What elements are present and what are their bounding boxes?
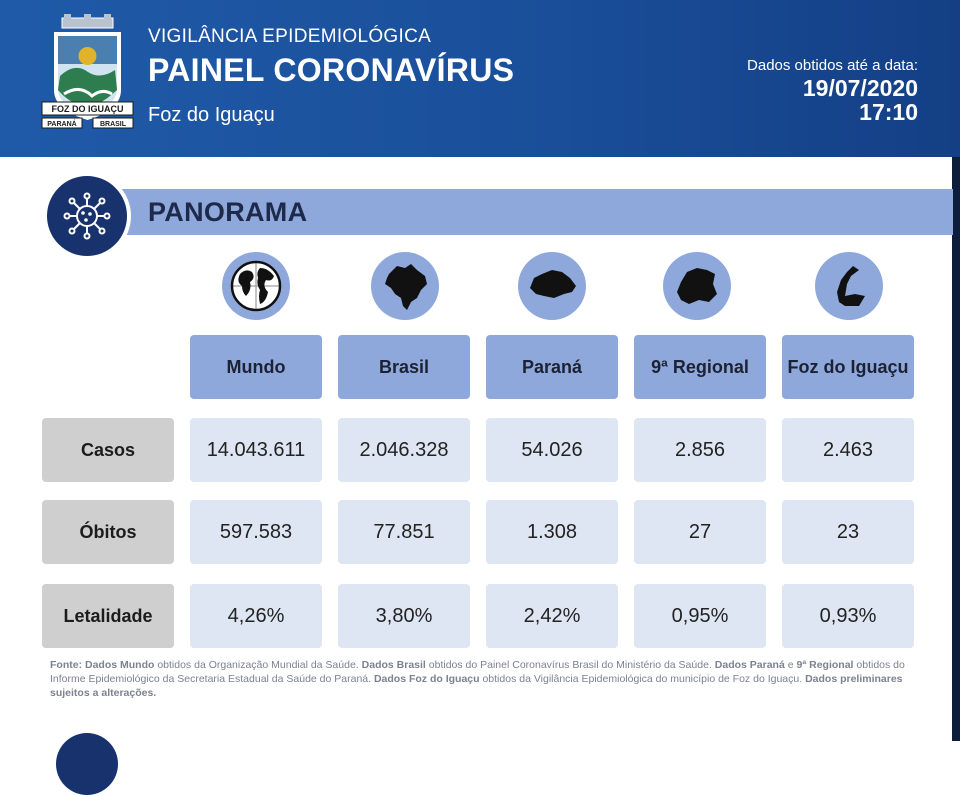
value-cell: 2.463 xyxy=(782,418,914,482)
crest-banner-text: FOZ DO IGUAÇU xyxy=(52,104,124,114)
foz-map-icon xyxy=(815,252,883,320)
value-cell: 2.856 xyxy=(634,418,766,482)
data-time: 17:10 xyxy=(859,99,918,125)
column-header-parana: Paraná xyxy=(486,335,618,399)
value-cell: 77.851 xyxy=(338,500,470,564)
virus-icon xyxy=(43,172,131,260)
data-date: 19/07/2020 xyxy=(802,75,918,101)
globe-icon xyxy=(222,252,290,320)
column-header-mundo: Mundo xyxy=(190,335,322,399)
row-label-casos: Casos xyxy=(42,418,174,482)
value-cell: 54.026 xyxy=(486,418,618,482)
value-cell: 0,95% xyxy=(634,584,766,648)
next-section-icon xyxy=(56,733,118,795)
section-title: PANORAMA xyxy=(148,197,308,227)
row-label-letalidade: Letalidade xyxy=(42,584,174,648)
value-cell: 2,42% xyxy=(486,584,618,648)
column-header-9-regional: 9ª Regional xyxy=(634,335,766,399)
brazil-map-icon xyxy=(371,252,439,320)
data-date-label: Dados obtidos até a data: xyxy=(747,57,918,74)
column-header-brasil: Brasil xyxy=(338,335,470,399)
parana-map-icon xyxy=(518,252,586,320)
city-crest-logo: FOZ DO IGUAÇU PARANÁ BRASIL xyxy=(40,14,135,138)
header-city: Foz do Iguaçu xyxy=(148,104,275,126)
value-cell: 3,80% xyxy=(338,584,470,648)
crest-right-text: BRASIL xyxy=(100,121,127,128)
column-header-foz-do-iguacu: Foz do Iguaçu xyxy=(782,335,914,399)
right-edge-strip xyxy=(952,157,960,741)
value-cell: 597.583 xyxy=(190,500,322,564)
row-label-obitos: Óbitos xyxy=(42,500,174,564)
value-cell: 2.046.328 xyxy=(338,418,470,482)
header-banner: FOZ DO IGUAÇU PARANÁ BRASIL VIGILÂNCIA E… xyxy=(0,0,960,157)
value-cell: 4,26% xyxy=(190,584,322,648)
regional-map-icon xyxy=(663,252,731,320)
section-bar xyxy=(80,189,953,235)
header-subtitle: VIGILÂNCIA EPIDEMIOLÓGICA xyxy=(148,26,432,47)
value-cell: 23 xyxy=(782,500,914,564)
value-cell: 0,93% xyxy=(782,584,914,648)
value-cell: 14.043.611 xyxy=(190,418,322,482)
source-footnote: Fonte: Dados Mundo obtidos da Organizaçã… xyxy=(50,659,905,699)
value-cell: 27 xyxy=(634,500,766,564)
value-cell: 1.308 xyxy=(486,500,618,564)
crest-left-text: PARANÁ xyxy=(47,119,76,128)
header-title: PAINEL CORONAVÍRUS xyxy=(148,52,515,88)
